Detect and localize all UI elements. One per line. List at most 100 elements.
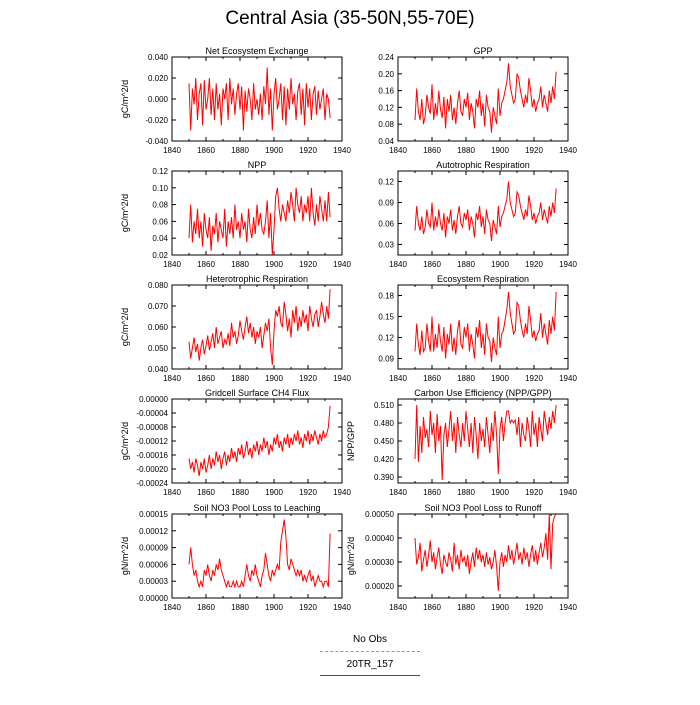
legend-line-no-obs <box>320 651 420 652</box>
y-tick-label: 0.09 <box>378 199 394 208</box>
series-line <box>414 181 557 242</box>
x-tick-label: 1920 <box>525 374 543 383</box>
series-line <box>414 513 557 591</box>
chart-panel-3: Autotrophic Respiration 1840 1860 1880 1900 1… <box>378 160 577 269</box>
series-line <box>188 67 331 131</box>
y-tick-label: -0.00020 <box>136 465 168 474</box>
x-tick-label: 1940 <box>333 146 351 155</box>
x-tick-label: 1920 <box>525 603 543 612</box>
x-tick-label: 1860 <box>423 488 441 497</box>
x-tick-label: 1880 <box>231 603 249 612</box>
y-tick-label: -0.00008 <box>136 423 168 432</box>
y-tick-label: 0.08 <box>378 120 394 129</box>
x-tick-label: 1940 <box>333 603 351 612</box>
x-tick-label: 1900 <box>491 488 509 497</box>
y-tick-label: 0.510 <box>374 401 395 410</box>
y-tick-label: 0.10 <box>152 184 168 193</box>
y-tick-label: 0.020 <box>148 74 169 83</box>
x-tick-label: 1860 <box>197 374 215 383</box>
x-tick-label: 1880 <box>231 146 249 155</box>
x-tick-label: 1940 <box>559 374 577 383</box>
x-tick-label: 1860 <box>197 146 215 155</box>
x-tick-label: 1880 <box>231 260 249 269</box>
chart-panel-4: Heterotrophic Respiration gC/m^2/d 1840 186… <box>120 274 351 383</box>
x-tick-label: 1940 <box>559 603 577 612</box>
y-tick-label: 0.00000 <box>139 594 168 603</box>
y-tick-label: 0.00009 <box>139 544 168 553</box>
x-tick-label: 1840 <box>163 488 181 497</box>
x-tick-label: 1900 <box>491 374 509 383</box>
chart-panel-8: Soil NO3 Pool Loss to Leaching gN/m^2/d 18… <box>120 503 351 612</box>
y-tick-label: 0.12 <box>378 178 394 187</box>
chart-panel-1: GPP 1840 1860 1880 1900 1920 1940 0.04 0.08 0.12 0… <box>378 46 577 155</box>
x-tick-label: 1840 <box>389 488 407 497</box>
legend-line-run <box>320 675 420 676</box>
x-tick-label: 1880 <box>457 603 475 612</box>
x-tick-label: 1860 <box>197 603 215 612</box>
y-axis-label: gN/m^2/d <box>346 537 356 575</box>
x-tick-label: 1900 <box>491 260 509 269</box>
x-tick-label: 1900 <box>265 488 283 497</box>
y-tick-label: 0.040 <box>148 53 169 62</box>
y-tick-label: 0.12 <box>378 334 394 343</box>
figure-title: Central Asia (35-50N,55-70E) <box>225 8 475 29</box>
panel-title: Carbon Use Efficiency (NPP/GPP) <box>414 388 551 398</box>
x-tick-label: 1840 <box>389 260 407 269</box>
legend: No Obs 20TR_157 <box>300 634 440 694</box>
x-tick-label: 1920 <box>525 488 543 497</box>
x-tick-label: 1860 <box>423 374 441 383</box>
panel-title: Net Ecosystem Exchange <box>205 46 308 56</box>
plot-frame <box>397 56 569 142</box>
series-line <box>414 63 557 133</box>
x-tick-label: 1840 <box>163 603 181 612</box>
x-tick-label: 1880 <box>457 374 475 383</box>
y-tick-label: 0.20 <box>378 70 394 79</box>
y-tick-label: -0.040 <box>145 137 168 146</box>
y-tick-label: 0.060 <box>148 323 169 332</box>
x-tick-label: 1840 <box>163 260 181 269</box>
chart-panel-5: Ecosystem Respiration 1840 1860 1880 1900 192… <box>378 274 577 383</box>
y-tick-label: 0.09 <box>378 355 394 364</box>
y-tick-label: 0.00006 <box>139 560 168 569</box>
y-tick-label: 0.080 <box>148 281 169 290</box>
y-tick-label: 0.06 <box>152 217 168 226</box>
y-tick-label: -0.020 <box>145 116 168 125</box>
x-tick-label: 1840 <box>163 146 181 155</box>
x-tick-label: 1880 <box>231 374 249 383</box>
chart-panel-2: NPP gC/m^2/d 1840 1860 1880 1900 1920 1940 0.02 0… <box>120 160 351 269</box>
x-tick-label: 1900 <box>265 374 283 383</box>
panel-title: NPP <box>248 160 267 170</box>
panel-title: Ecosystem Respiration <box>437 274 529 284</box>
y-tick-label: 0.420 <box>374 455 395 464</box>
x-tick-label: 1840 <box>389 603 407 612</box>
chart-panel-7: Carbon Use Efficiency (NPP/GPP) NPP/GPP 18… <box>346 388 577 497</box>
x-tick-label: 1860 <box>423 603 441 612</box>
y-tick-label: -0.00012 <box>136 437 168 446</box>
y-axis-label: gC/m^2/d <box>120 308 130 346</box>
y-tick-label: 0.040 <box>148 365 169 374</box>
series-line <box>188 187 331 256</box>
y-tick-label: 0.06 <box>378 220 394 229</box>
y-tick-label: -0.00016 <box>136 451 168 460</box>
x-tick-label: 1840 <box>389 146 407 155</box>
x-tick-label: 1880 <box>457 146 475 155</box>
legend-label-no-obs: No Obs <box>353 634 387 645</box>
series-line <box>188 519 331 589</box>
x-tick-label: 1880 <box>457 488 475 497</box>
x-tick-label: 1860 <box>197 260 215 269</box>
x-tick-label: 1920 <box>525 146 543 155</box>
x-tick-label: 1940 <box>333 374 351 383</box>
y-tick-label: 0.00050 <box>365 510 394 519</box>
series-line <box>188 405 331 477</box>
x-tick-label: 1840 <box>163 374 181 383</box>
y-tick-label: 0.18 <box>378 292 394 301</box>
y-tick-label: -0.00024 <box>136 479 168 488</box>
x-tick-label: 1900 <box>265 146 283 155</box>
x-tick-label: 1920 <box>299 146 317 155</box>
y-tick-label: 0.15 <box>378 313 394 322</box>
chart-panel-0: Net Ecosystem Exchange gC/m^2/d 1840 1860 18… <box>120 46 351 155</box>
y-tick-label: 0.08 <box>152 201 168 210</box>
y-axis-label: NPP/GPP <box>346 421 356 461</box>
